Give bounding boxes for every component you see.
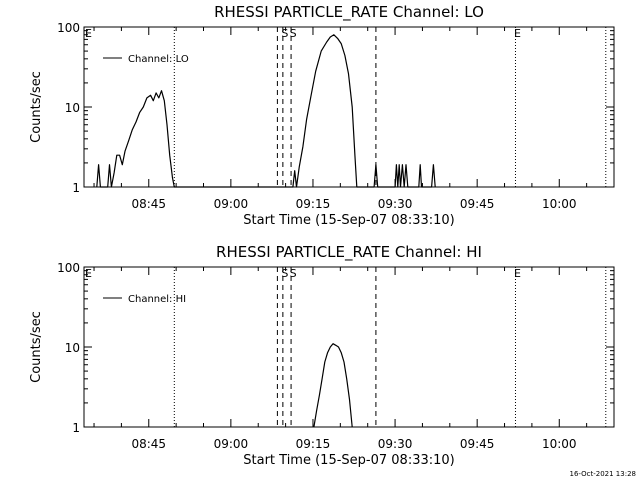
corner-label: E: [85, 27, 92, 40]
x-tick-label: 09:30: [378, 437, 413, 451]
plot-timestamp: 16-Oct-2021 13:28: [570, 470, 636, 478]
y-axis-label: Counts/sec: [29, 311, 44, 383]
y-tick-label: 10: [65, 101, 80, 115]
y-tick-label: 1: [72, 421, 80, 435]
x-tick-label: 08:45: [131, 437, 166, 451]
marker-label: S: [290, 267, 297, 280]
marker-label: S: [281, 267, 288, 280]
y-tick-label: 100: [57, 21, 80, 35]
y-axis-label: Counts/sec: [29, 71, 44, 143]
marker-label: E: [514, 267, 521, 280]
chart-title: RHESSI PARTICLE_RATE Channel: HI: [216, 243, 482, 262]
marker-label: S: [281, 27, 288, 40]
legend-label: Channel: LO: [128, 54, 189, 65]
y-tick-label: 100: [57, 261, 80, 275]
x-tick-label: 09:45: [460, 197, 495, 211]
y-tick-label: 1: [72, 181, 80, 195]
x-axis-label: Start Time (15-Sep-07 08:33:10): [243, 213, 454, 228]
plot-frame: [84, 267, 614, 427]
legend-label: Channel: HI: [128, 294, 186, 305]
y-tick-label: 10: [65, 341, 80, 355]
marker-label: E: [514, 27, 521, 40]
x-tick-label: 09:00: [214, 437, 249, 451]
x-tick-label: 09:15: [296, 437, 331, 451]
x-tick-label: 09:00: [214, 197, 249, 211]
x-tick-label: 09:45: [460, 437, 495, 451]
x-axis-label: Start Time (15-Sep-07 08:33:10): [243, 453, 454, 468]
corner-label: E: [85, 267, 92, 280]
x-tick-label: 09:15: [296, 197, 331, 211]
x-tick-label: 10:00: [542, 437, 577, 451]
series-line: [314, 344, 352, 427]
x-tick-label: 08:45: [131, 197, 166, 211]
plot-frame: [84, 27, 614, 187]
marker-label: S: [290, 27, 297, 40]
x-tick-label: 10:00: [542, 197, 577, 211]
x-tick-label: 09:30: [378, 197, 413, 211]
chart-title: RHESSI PARTICLE_RATE Channel: LO: [214, 3, 484, 22]
